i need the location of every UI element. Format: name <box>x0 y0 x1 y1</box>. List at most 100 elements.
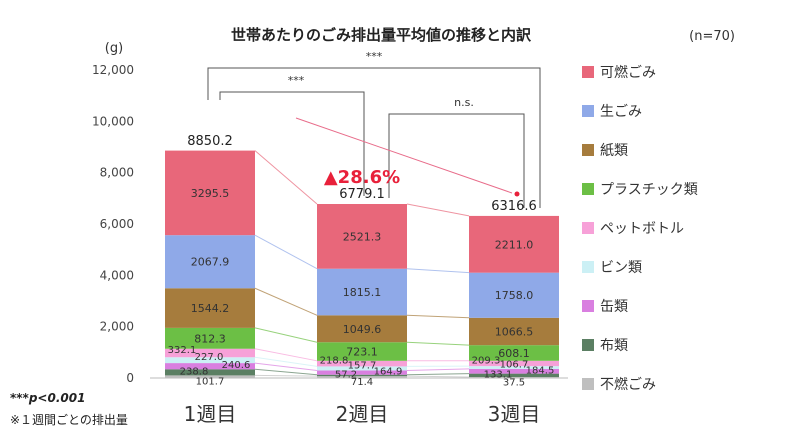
footnote-weekly: ※１週間ごとの排出量 <box>10 412 128 427</box>
legend-item: 布類 <box>582 325 698 364</box>
bar-segment <box>469 366 559 369</box>
segment-value-label: 1758.0 <box>495 289 534 302</box>
bar-segment <box>317 374 407 377</box>
significance-label: n.s. <box>454 96 474 109</box>
legend-item: プラスチック類 <box>582 169 698 208</box>
bar-segment <box>469 373 559 378</box>
segment-connector <box>254 368 318 376</box>
bar-segment <box>165 348 255 358</box>
segment-connector <box>254 348 318 362</box>
bar-segment <box>317 342 407 361</box>
segment-connector <box>254 327 318 343</box>
total-value-label: 6316.6 <box>491 199 537 214</box>
bar-segment <box>317 376 407 378</box>
bar-segment <box>165 369 255 376</box>
bar-segment <box>469 345 559 361</box>
segment-value-label: 218.8 <box>320 356 349 367</box>
segment-value-label: 227.0 <box>195 352 224 363</box>
chart-title: 世帯あたりのごみ排出量平均値の推移と内訳 <box>231 26 532 44</box>
x-tick-label: 1週目 <box>184 402 237 426</box>
legend-item: 可燃ごみ <box>582 52 698 91</box>
legend-item: 不燃ごみ <box>582 364 698 403</box>
segment-connector <box>254 362 318 371</box>
segment-value-label: 101.7 <box>196 377 225 388</box>
bar-segment <box>317 315 407 343</box>
legend-label: 布類 <box>600 337 628 354</box>
total-value-label: 8850.2 <box>187 134 233 149</box>
bar-segment <box>317 366 407 371</box>
significance-label: *** <box>288 74 305 87</box>
segment-value-label: 240.6 <box>222 360 251 371</box>
legend-swatch <box>582 377 594 390</box>
y-tick-label: 4,000 <box>100 268 134 282</box>
y-tick-label: 12,000 <box>92 63 134 77</box>
y-tick-label: 6,000 <box>100 217 134 231</box>
segment-value-label: 723.1 <box>346 346 378 359</box>
segment-value-label: 332.1 <box>168 345 197 356</box>
legend-label: 紙類 <box>600 142 628 159</box>
legend-item: ペットボトル <box>582 208 698 247</box>
legend-label: ペットボトル <box>600 220 684 237</box>
segment-value-label: 1544.2 <box>191 302 230 315</box>
legend-label: ビン類 <box>600 259 642 276</box>
bar-segment <box>317 204 407 269</box>
bar-segment <box>469 272 559 318</box>
significance-bracket <box>207 67 541 208</box>
y-tick-label: 8,000 <box>100 166 134 180</box>
legend-item: 生ごみ <box>582 91 698 130</box>
segment-connector <box>406 314 470 319</box>
segment-connector <box>406 373 470 376</box>
segment-connector <box>406 268 470 274</box>
footnote-pvalue: ***p<0.001 <box>10 391 85 405</box>
bar-segment <box>165 363 255 370</box>
segment-connector <box>254 234 318 270</box>
segment-connector <box>406 375 470 378</box>
legend-swatch <box>582 143 594 156</box>
segment-value-label: 37.5 <box>503 378 525 389</box>
trend-line <box>295 117 513 194</box>
segment-value-label: 164.9 <box>374 367 403 378</box>
legend-swatch <box>582 260 594 273</box>
legend-swatch <box>582 299 594 312</box>
y-axis-label: (g) <box>105 41 123 56</box>
segment-value-label: 1815.1 <box>343 286 382 299</box>
significance-bracket <box>388 113 525 208</box>
segment-connector <box>406 368 470 371</box>
segment-value-label: 1049.6 <box>343 323 382 336</box>
legend-swatch <box>582 104 594 117</box>
segment-value-label: 209.3 <box>472 355 501 366</box>
bar-segment <box>317 360 407 367</box>
bar-segment <box>165 375 255 378</box>
reduction-highlight: ▲28.6% <box>324 167 400 188</box>
segment-value-label: 133.1 <box>484 369 513 380</box>
legend-label: プラスチック類 <box>600 181 698 198</box>
segment-connector <box>254 287 318 316</box>
segment-value-label: 106.7 <box>500 360 529 371</box>
segment-value-label: 2211.0 <box>495 238 534 251</box>
segment-value-label: 1066.5 <box>495 325 534 338</box>
legend-item: 紙類 <box>582 130 698 169</box>
legend-swatch <box>582 338 594 351</box>
segment-value-label: 157.7 <box>348 360 377 371</box>
sample-note: (n=70) <box>689 29 735 44</box>
x-tick-label: 2週目 <box>336 402 389 426</box>
bar-segment <box>469 317 559 346</box>
bar-segment <box>165 288 255 328</box>
legend-item: ビン類 <box>582 247 698 286</box>
significance-label: *** <box>366 50 383 63</box>
segment-connector <box>406 341 470 346</box>
bar-segment <box>165 327 255 349</box>
segment-connector <box>254 150 318 205</box>
bar-segment <box>469 360 559 367</box>
legend-label: 缶類 <box>600 298 628 315</box>
legend-label: 不燃ごみ <box>600 376 656 393</box>
significance-bracket <box>219 91 365 196</box>
legend-label: 生ごみ <box>600 103 642 120</box>
segment-value-label: 608.1 <box>498 347 530 360</box>
segment-connector <box>254 356 318 367</box>
segment-value-label: 2067.9 <box>191 256 230 269</box>
bar-segment <box>317 268 407 316</box>
legend-item: 缶類 <box>582 286 698 325</box>
segment-value-label: 238.8 <box>180 366 209 377</box>
